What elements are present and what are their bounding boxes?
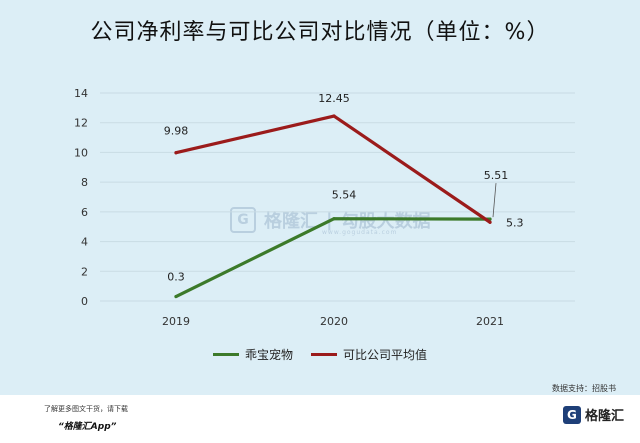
data-label: 0.3 [167, 271, 185, 284]
line-chart: 0 2 4 6 8 10 12 14 2019 2020 2021 0.3 5.54 5.51 9.98 12… [74, 87, 575, 328]
data-label: 5.54 [332, 189, 357, 202]
footer: 了解更多图文干货，请下载 “格隆汇App” G 格隆汇 [0, 395, 640, 443]
data-label: 5.51 [484, 169, 509, 182]
label-leader-line [492, 183, 497, 218]
y-tick-label: 8 [81, 176, 88, 189]
legend: 乖宝宠物 可比公司平均值 [0, 346, 640, 363]
y-tick-label: 12 [74, 117, 88, 130]
x-tick-label: 2019 [162, 315, 190, 328]
x-tick-label: 2020 [320, 315, 348, 328]
y-tick-label: 2 [81, 265, 88, 278]
logo-text: 格隆汇 [584, 409, 624, 424]
watermark-brand2: 勾股大数据 [340, 211, 431, 232]
footer-note: 了解更多图文干货，请下载 [44, 405, 128, 413]
data-point [174, 151, 178, 155]
data-source: 数据支持：招股书 [552, 384, 616, 393]
y-tick-label: 4 [81, 236, 88, 249]
watermark-url: www.gogudata.com [322, 229, 398, 236]
legend-item-series-1: 乖宝宠物 [212, 346, 293, 363]
legend-label-series-2: 可比公司平均值 [343, 348, 428, 362]
data-label: 12.45 [318, 92, 350, 105]
watermark-logo-icon: G [230, 207, 256, 233]
series-line-2 [174, 114, 492, 224]
data-label: 9.98 [164, 125, 189, 138]
legend-swatch-series-1 [212, 353, 239, 356]
legend-swatch-series-2 [311, 353, 337, 356]
data-point [332, 217, 336, 221]
y-tick-label: 14 [74, 87, 88, 100]
chart-panel: 公司净利率与可比公司对比情况（单位：%） G 格隆汇 | 勾股大数据 www.g… [0, 0, 640, 395]
legend-item-series-2: 可比公司平均值 [311, 346, 427, 363]
y-tick-label: 6 [81, 206, 88, 219]
data-point [332, 114, 336, 118]
chart-title: 公司净利率与可比公司对比情况（单位：%） [90, 20, 550, 45]
legend-label-series-1: 乖宝宠物 [244, 348, 293, 362]
data-point [488, 220, 492, 224]
data-point [174, 294, 178, 299]
series-line-1 [174, 217, 492, 299]
footer-logo: G 格隆汇 [562, 405, 624, 424]
x-tick-label: 2021 [476, 315, 504, 328]
y-tick-label: 0 [81, 295, 88, 308]
y-tick-label: 10 [74, 146, 88, 159]
footer-app-name: “格隆汇App” [58, 422, 117, 432]
logo-icon: G [562, 405, 581, 424]
data-label: 5.3 [506, 216, 524, 229]
watermark-brand: 格隆汇 [264, 211, 318, 232]
